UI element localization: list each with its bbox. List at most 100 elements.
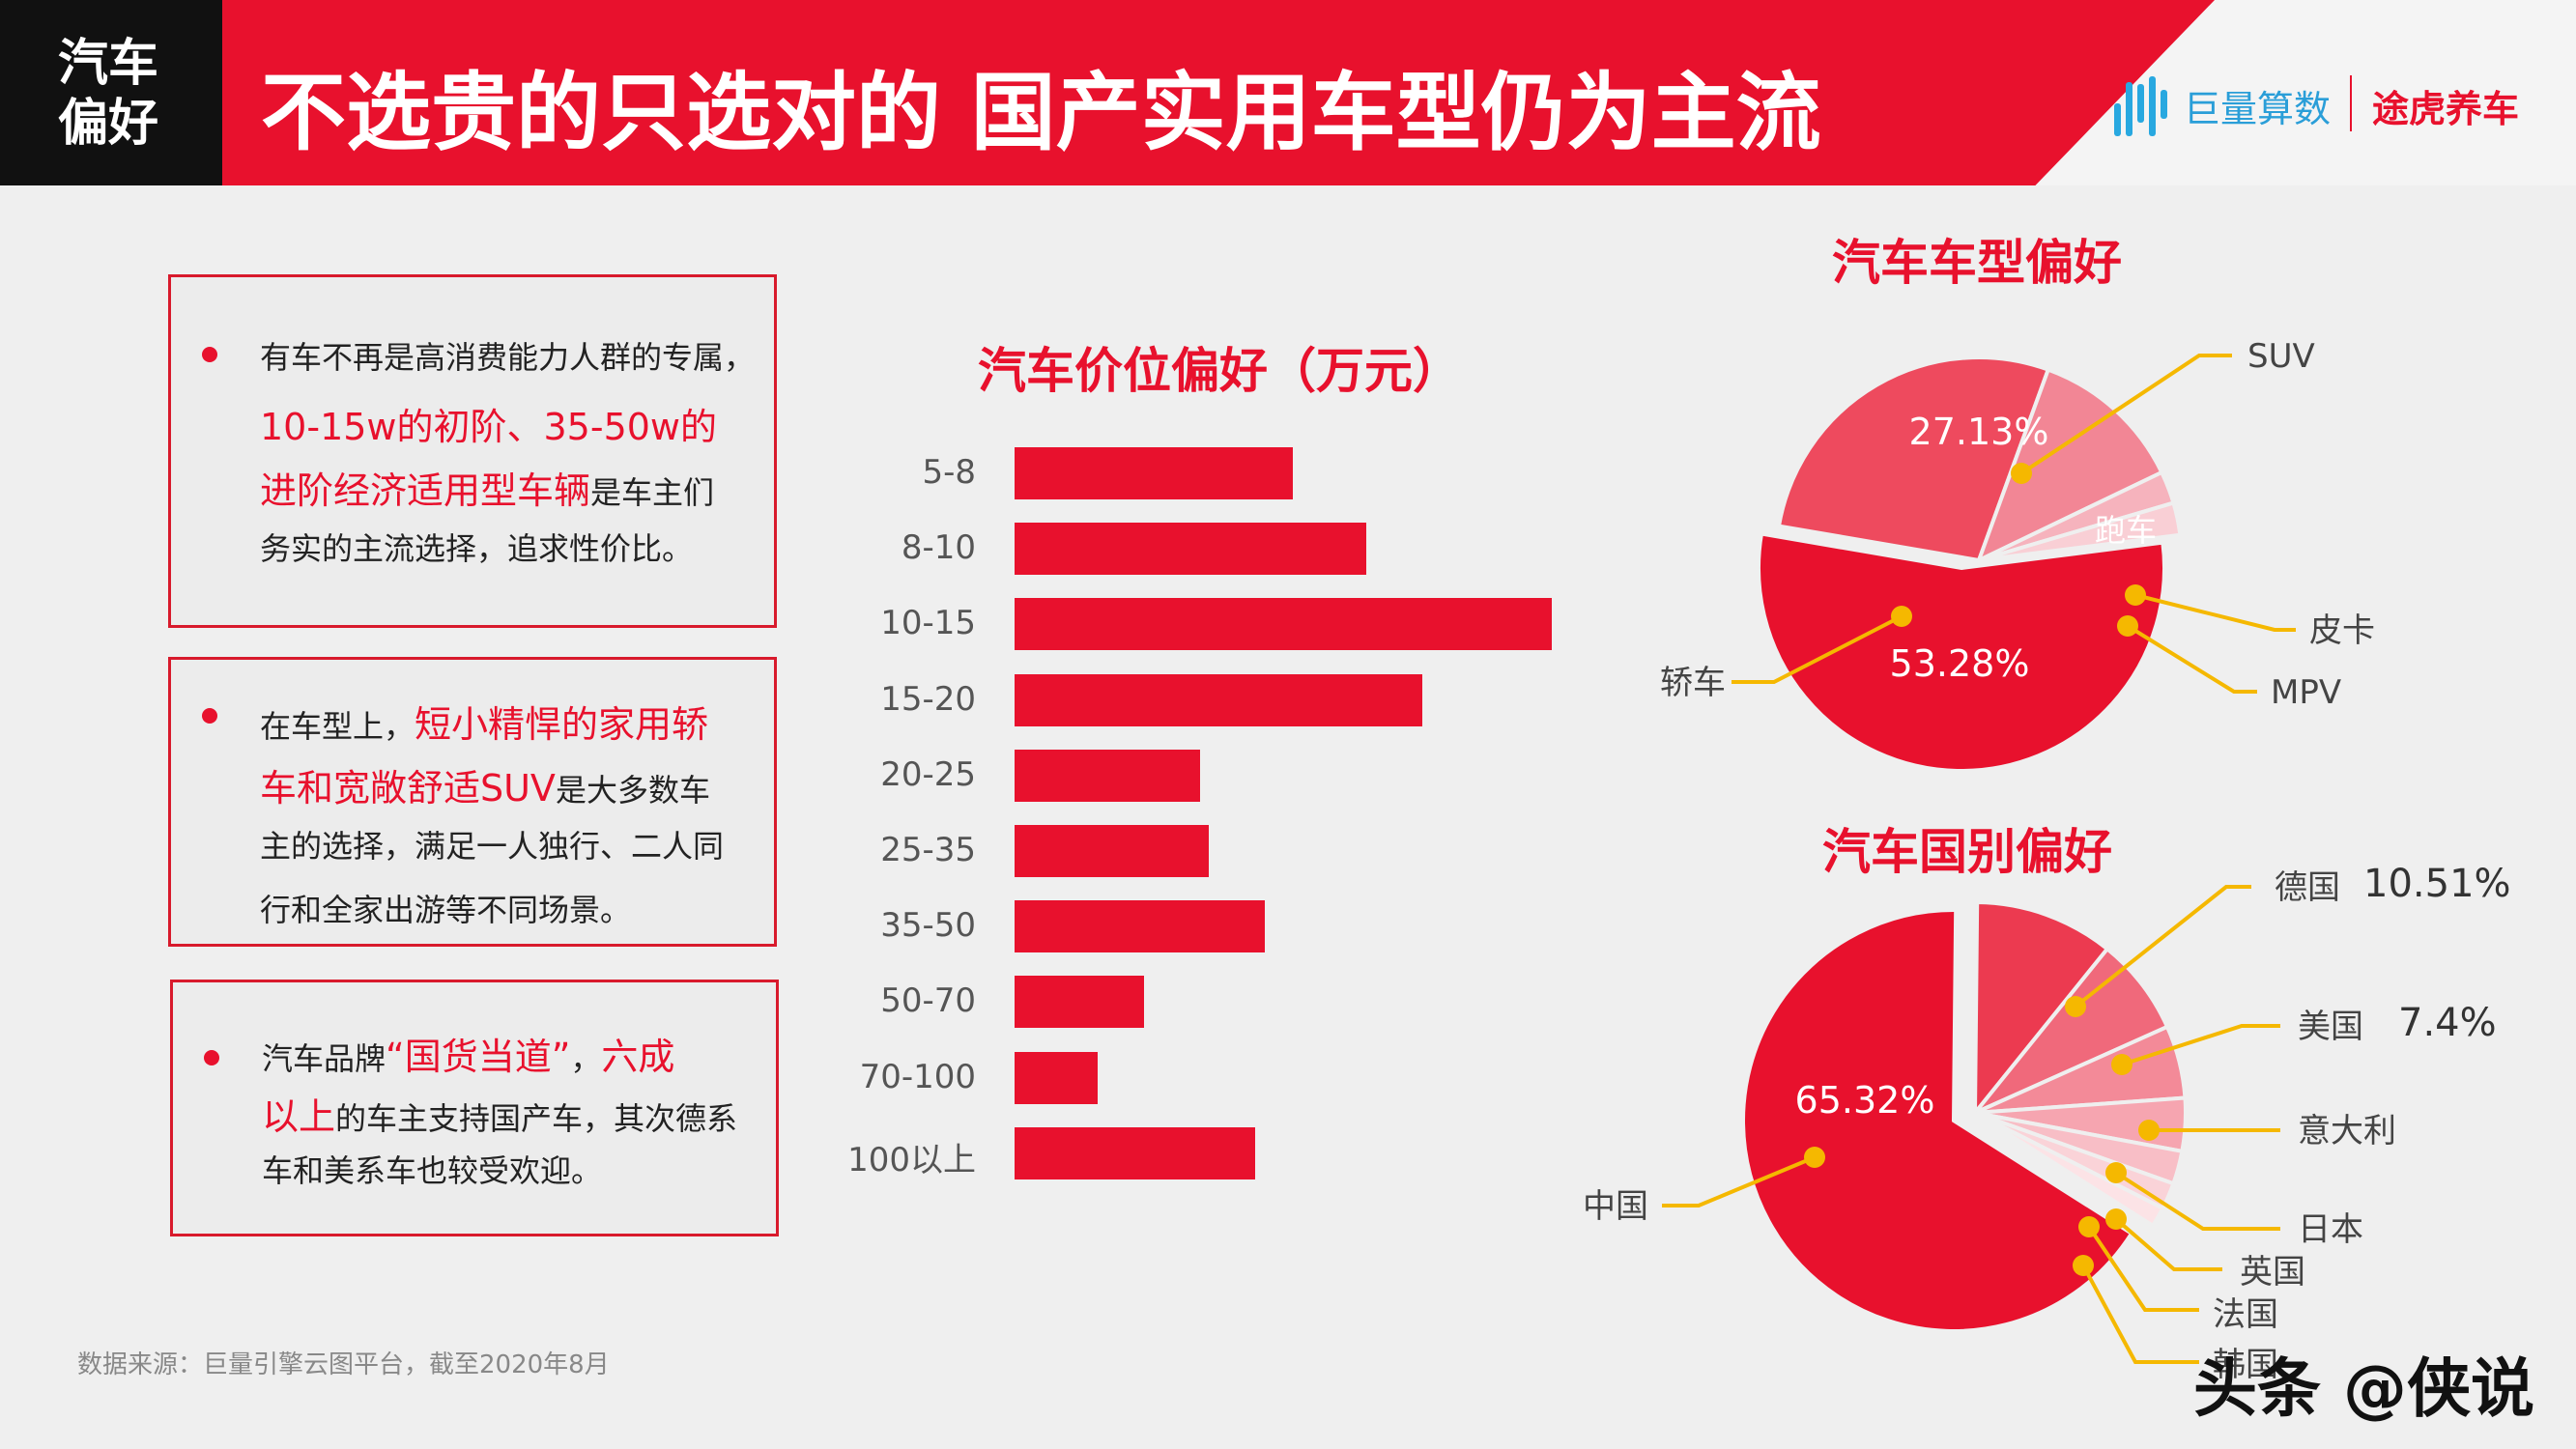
callout-dot <box>2125 584 2146 606</box>
note-line: 主的选择，满足一人独行、二人同 <box>260 822 724 867</box>
callout-dot <box>1804 1147 1825 1168</box>
callout-label: 法国 <box>2213 1295 2278 1334</box>
note-line: 以上的车主支持国产车，其次德系 <box>262 1087 737 1140</box>
note-highlight: 短小精悍的家用轿 <box>415 703 709 746</box>
note-line: 有车不再是高消费能力人群的专属， <box>260 333 755 378</box>
note-highlight: 车和宽敞舒适SUV <box>260 767 556 810</box>
juliang-logo-icon <box>2114 72 2172 136</box>
pie-slice-MPV <box>1978 500 2183 562</box>
bar-category-label: 70-100 <box>859 1057 976 1096</box>
note-highlight: 六成 <box>601 1036 675 1078</box>
note-highlight: 10-15w的初阶、35-50w的 <box>260 406 717 448</box>
callout-line <box>1662 1155 1816 1208</box>
pie-slice-SUV <box>1776 355 2051 563</box>
note-box-price: 有车不再是高消费能力人群的专属， 10-15w的初阶、35-50w的 进阶经济适用型… <box>168 274 777 628</box>
callout-label: 皮卡 <box>2309 611 2375 650</box>
note-highlight: 进阶经济适用型车辆 <box>260 469 591 512</box>
section-tag-line2: 偏好 <box>58 95 159 153</box>
bar-category-label: 35-50 <box>880 906 976 946</box>
callout-line <box>2134 593 2296 632</box>
header: 汽车 偏好 不选贵的只选对的 国产实用车型仍为主流 巨量算数 途虎养车 <box>0 0 2576 185</box>
bar-category-label: 25-35 <box>880 831 976 869</box>
note-text: ， <box>570 1040 602 1077</box>
section-tag: 汽车 偏好 <box>0 0 222 185</box>
bar-25-35 <box>1015 825 1210 877</box>
callout-line <box>2074 885 2251 1009</box>
pie-value-label: 65.32% <box>1795 1079 1935 1122</box>
callout-label: 中国 <box>1583 1187 1648 1226</box>
watermark: 头条 @侠说 <box>2193 1351 2534 1426</box>
bar-100以上 <box>1015 1126 1256 1179</box>
country-chart-title: 汽车国别偏好 <box>1822 824 2112 880</box>
note-box-type: 在车型上，短小精悍的家用轿 车和宽敞舒适SUV是大多数车 主的选择，满足一人独行、二… <box>168 657 777 947</box>
note-highlight: “国货当道” <box>386 1036 571 1078</box>
note-line: 行和全家出游等不同场景。 <box>260 886 631 930</box>
callout-line <box>2121 1024 2280 1066</box>
note-line: 车和美系车也较受欢迎。 <box>262 1147 602 1191</box>
pie-slice-韩国 <box>1973 1111 2166 1229</box>
bar-category-label: 15-20 <box>880 679 976 719</box>
bar-category-label: 10-15 <box>880 604 976 643</box>
note-text: 行和全家出游等不同场景。 <box>260 892 632 928</box>
note-line: 进阶经济适用型车辆是车主们 <box>260 461 714 514</box>
title-banner <box>222 0 2215 185</box>
data-source-note: 数据来源：巨量引擎云图平台，截至2020年8月 <box>77 1350 610 1379</box>
callout-line <box>2081 1264 2199 1364</box>
bar-70-100 <box>1015 1051 1099 1104</box>
callout-value: 10.51% <box>2363 862 2511 906</box>
juliang-logo-text: 巨量算数 <box>2184 88 2332 130</box>
callout-label: 日本 <box>2298 1210 2363 1249</box>
bar-category-label: 5-8 <box>922 453 976 492</box>
bullet-dot <box>202 347 217 362</box>
callout-label: 轿车 <box>1660 664 1726 702</box>
bar-8-10 <box>1015 523 1367 576</box>
callout-label: 韩国 <box>2213 1346 2278 1384</box>
note-line: 车和宽敞舒适SUV是大多数车 <box>260 758 710 811</box>
callout-value: 7.4% <box>2398 1001 2497 1045</box>
callout-label: 英国 <box>2240 1253 2305 1292</box>
bar-category-label: 50-70 <box>880 981 976 1021</box>
callout-dot <box>2105 1208 2127 1230</box>
note-text: 的车主支持国产车，其次德系 <box>335 1100 738 1137</box>
callout-dot <box>1891 606 1912 627</box>
note-text: 主的选择，满足一人独行、二人同 <box>260 828 725 865</box>
callout-line <box>2126 624 2257 694</box>
note-text: 务实的主流选择，追求性价比。 <box>260 530 694 567</box>
note-line: 10-15w的初阶、35-50w的 <box>260 397 717 450</box>
section-tag-line1: 汽车 <box>58 35 159 93</box>
bar-5-8 <box>1015 447 1293 499</box>
pie-slice-德国 <box>1972 899 2110 1119</box>
callout-line <box>1732 614 1903 684</box>
callout-dot <box>2105 1162 2127 1183</box>
callout-line <box>2019 354 2232 475</box>
callout-dot <box>2111 1054 2132 1075</box>
note-line: 汽车品牌“国货当道”，六成 <box>262 1027 674 1080</box>
bar-category-label: 20-25 <box>880 754 976 794</box>
price-chart-title: 汽车价位偏好（万元） <box>978 343 1461 399</box>
bar-category-label: 100以上 <box>847 1140 976 1179</box>
bullet-dot <box>204 1050 219 1065</box>
type-chart-title: 汽车车型偏好 <box>1832 235 2122 291</box>
callout-label: 美国 <box>2298 1008 2363 1046</box>
note-line: 在车型上，短小精悍的家用轿 <box>260 695 708 748</box>
callout-line <box>2114 1171 2280 1231</box>
pie-slice-中国 <box>1741 908 2134 1333</box>
callout-label: 意大利 <box>2298 1112 2396 1151</box>
tuhu-logo-text: 途虎养车 <box>2372 88 2520 130</box>
callout-label: SUV <box>2247 337 2315 376</box>
note-text: 车和美系车也较受欢迎。 <box>262 1152 603 1189</box>
bullet-dot <box>202 708 217 724</box>
callout-label: 德国 <box>2275 868 2340 907</box>
bar-50-70 <box>1015 976 1145 1029</box>
note-box-country: 汽车品牌“国货当道”，六成以上的车主支持国产车，其次德系车和美系车也较受欢迎。 <box>170 980 779 1236</box>
callout-label: MPV <box>2271 673 2341 712</box>
bar-35-50 <box>1015 900 1265 953</box>
note-text: 在车型上， <box>260 708 415 745</box>
bar-20-25 <box>1015 749 1200 802</box>
callout-dot <box>2065 996 2086 1017</box>
callout-dot <box>2138 1120 2160 1141</box>
callout-dot <box>2117 615 2138 637</box>
note-text: 是大多数车 <box>555 772 710 809</box>
pie-value-label: 27.13% <box>1909 411 2049 453</box>
